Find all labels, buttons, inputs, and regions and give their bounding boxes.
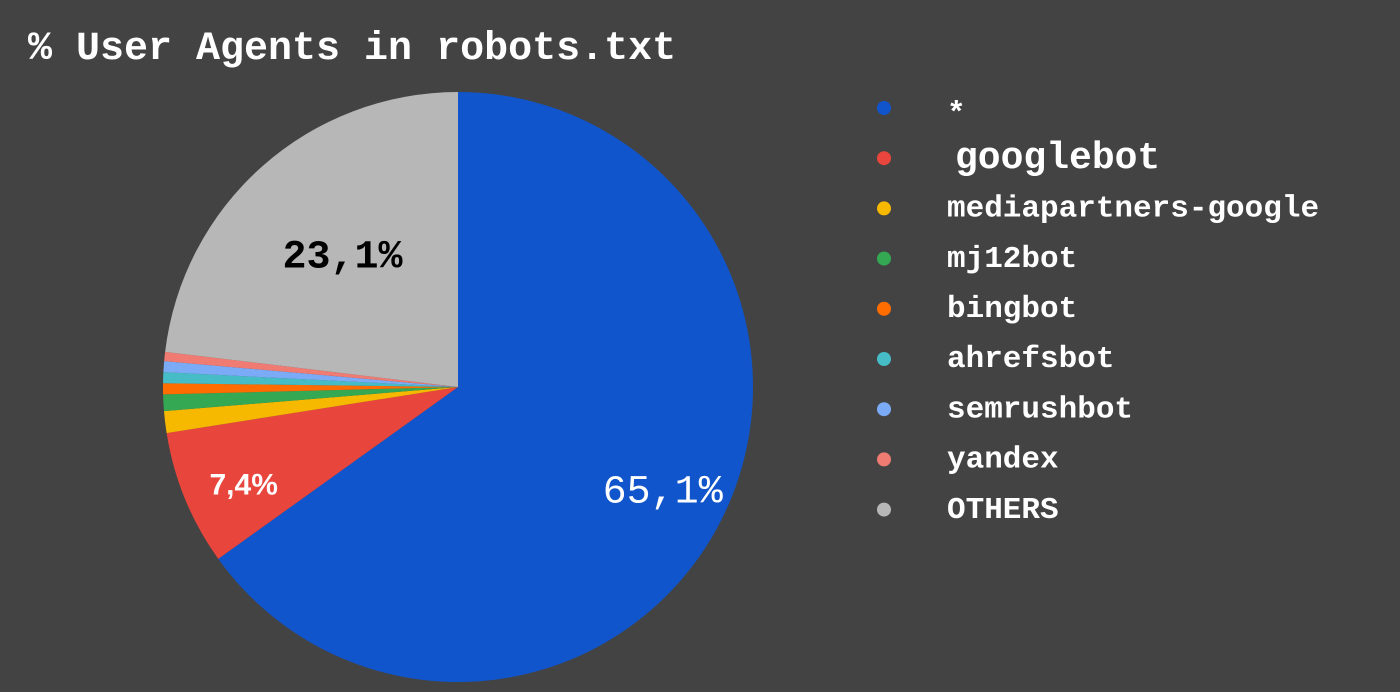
legend-label-all-agents: *	[947, 97, 966, 132]
legend-swatch-bingbot	[877, 301, 891, 316]
legend-label-bingbot: bingbot	[947, 292, 1077, 327]
pie-slice-semrushbot	[163, 361, 458, 387]
pie-slice-all-agents	[218, 92, 754, 682]
pie-slice-ahrefsbot	[163, 372, 458, 387]
slice-labels: 65,1% 7,4% 23,1%	[210, 235, 724, 515]
chart-title: % User Agents in robots.txt	[28, 27, 676, 72]
slice-label-others: 23,1%	[282, 235, 403, 280]
slice-label-googlebot: 7,4%	[210, 469, 278, 502]
pie-slice-mediapartners-google	[163, 387, 459, 434]
legend-label-googlebot: googlebot	[955, 137, 1160, 180]
pie-slice-yandex	[164, 351, 458, 387]
legend-label-mediapartners-google: mediapartners-google	[947, 192, 1319, 227]
pie-slice-others	[165, 92, 458, 387]
legend-swatch-mj12bot	[877, 251, 891, 266]
legend-swatch-googlebot	[877, 151, 891, 166]
legend-label-ahrefsbot: ahrefsbot	[947, 342, 1114, 377]
legend-label-yandex: yandex	[947, 443, 1059, 478]
legend: * googlebot mediapartners-google mj12bot bin…	[877, 97, 1319, 528]
legend-swatch-semrushbot	[877, 402, 891, 417]
legend-swatch-others	[877, 502, 891, 517]
legend-label-others: OTHERS	[947, 493, 1059, 528]
pie-slice-mj12bot	[163, 387, 458, 412]
legend-swatch-all-agents	[877, 101, 891, 115]
pie-slice-bingbot	[162, 383, 458, 395]
legend-swatch-mediapartners-google	[877, 201, 891, 216]
legend-swatch-ahrefsbot	[877, 352, 891, 366]
pie-slice-googlebot	[166, 387, 458, 559]
legend-swatch-yandex	[877, 452, 891, 467]
legend-label-mj12bot: mj12bot	[947, 242, 1077, 277]
slice-label-all-agents: 65,1%	[603, 471, 724, 516]
pie-slices	[162, 92, 754, 682]
legend-label-semrushbot: semrushbot	[947, 392, 1133, 427]
